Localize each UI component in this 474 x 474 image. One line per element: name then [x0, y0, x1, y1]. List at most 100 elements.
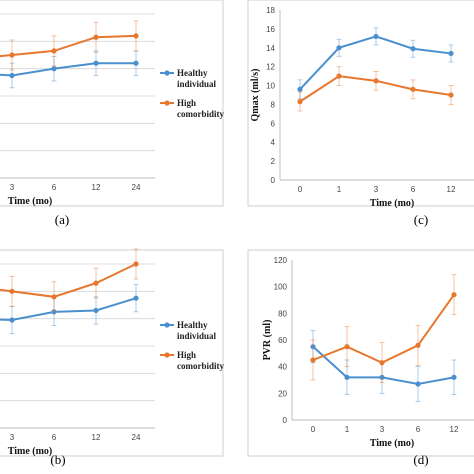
- x-tick-label: 12: [450, 425, 459, 434]
- data-point-high: [336, 73, 342, 79]
- y-axis-title: Qmax (ml/s): [250, 68, 261, 121]
- y-tick-label: 10: [266, 82, 275, 91]
- y-tick-label: 8: [271, 100, 276, 109]
- data-point-high: [451, 292, 457, 298]
- x-tick-label: 6: [411, 185, 416, 194]
- series-line-high: [0, 263, 137, 298]
- x-tick-label: 6: [52, 183, 57, 192]
- panel-c: 0 2 4 6 8 10 12 14 16 18 0 1 3 6 12 Time (mo) Qmax (ml/s…: [247, 0, 474, 227]
- legend-label: High: [177, 350, 196, 360]
- data-point-healthy: [373, 33, 379, 40]
- data-point-high: [9, 288, 15, 294]
- legend-swatch-marker: [164, 352, 170, 358]
- y-tick-label: 12: [266, 63, 275, 72]
- y-tick-label: 120: [274, 256, 288, 265]
- y-tick-label: 4: [271, 138, 276, 147]
- data-point-high: [93, 280, 99, 286]
- y-tick-label: 16: [266, 25, 275, 34]
- data-point-high: [51, 48, 57, 54]
- x-axis-title: Time (mo): [370, 438, 415, 449]
- x-tick-label: 12: [92, 183, 101, 192]
- y-tick-label: 0: [271, 176, 276, 185]
- panel-label: (d): [413, 452, 428, 467]
- legend-label: comorbidity: [177, 361, 224, 371]
- panel-d: 0 20 40 60 80 100 120 0 1 3 6 12 Time (mo) PVR (ml) (d…: [247, 249, 474, 467]
- y-axis-title: PVR (ml): [262, 320, 273, 361]
- panel-border: [0, 0, 224, 207]
- data-point-high: [297, 99, 303, 105]
- data-point-healthy: [415, 381, 421, 387]
- data-point-healthy: [9, 72, 15, 79]
- y-tick-label: 40: [278, 363, 287, 372]
- data-point-high: [133, 33, 139, 39]
- panel-label: (b): [50, 452, 65, 467]
- legend-label: comorbidity: [177, 109, 224, 119]
- y-tick-label: 6: [271, 119, 276, 128]
- series-line-high: [0, 34, 137, 58]
- panel-border: [247, 0, 474, 207]
- y-tick-label: 100: [274, 283, 288, 292]
- y-tick-label: 2: [271, 157, 276, 166]
- data-point-healthy: [451, 374, 457, 380]
- panel-border: [247, 249, 474, 457]
- x-tick-label: 12: [447, 185, 456, 194]
- x-tick-label: 3: [380, 425, 385, 434]
- data-point-high: [379, 360, 385, 366]
- series-line-high: [312, 294, 455, 364]
- x-tick-label: 3: [10, 183, 15, 192]
- data-point-healthy: [336, 45, 342, 51]
- x-tick-label: 0: [298, 185, 303, 194]
- data-point-healthy: [344, 374, 350, 380]
- y-tick-label: 80: [278, 309, 287, 318]
- x-tick-label: 6: [416, 425, 421, 434]
- panel-label: (c): [414, 212, 428, 227]
- legend-label: Healthy: [177, 68, 208, 78]
- legend-swatch-marker: [164, 322, 170, 328]
- legend-swatch-marker: [164, 70, 170, 76]
- data-point-high: [93, 34, 99, 40]
- data-point-healthy: [410, 46, 416, 52]
- y-tick-label: 18: [266, 6, 275, 15]
- data-point-high: [310, 357, 316, 363]
- data-point-healthy: [93, 307, 99, 314]
- data-point-high: [344, 344, 350, 350]
- y-tick-label: 60: [278, 336, 287, 345]
- data-point-high: [51, 294, 57, 300]
- y-tick-label: 0: [283, 416, 288, 425]
- x-tick-label: 3: [374, 185, 379, 194]
- x-tick-label: 1: [345, 425, 350, 434]
- data-point-high: [373, 78, 379, 84]
- x-axis-title: Time (mo): [8, 446, 53, 457]
- legend-label: High: [177, 98, 196, 108]
- x-tick-label: 24: [132, 183, 141, 192]
- x-tick-label: 1: [337, 185, 342, 194]
- x-axis-title: Time (mo): [8, 196, 53, 207]
- data-point-high: [133, 261, 139, 267]
- x-tick-label: 24: [132, 433, 141, 442]
- x-tick-label: 12: [92, 433, 101, 442]
- panel-label: (a): [55, 212, 69, 227]
- data-point-healthy: [448, 50, 454, 57]
- data-point-high: [9, 52, 15, 58]
- legend-label: Healthy: [177, 320, 208, 330]
- data-point-healthy: [93, 60, 99, 66]
- data-point-healthy: [9, 317, 15, 323]
- y-tick-label: 20: [278, 389, 287, 398]
- x-axis-title: Time (mo): [370, 198, 415, 209]
- data-point-high: [415, 342, 421, 348]
- data-point-healthy: [133, 60, 139, 66]
- data-point-healthy: [133, 295, 139, 301]
- y-tick-label: 14: [266, 44, 275, 53]
- legend-swatch-marker: [164, 100, 170, 106]
- panel-border: [0, 249, 224, 457]
- legend-label: individual: [177, 331, 217, 341]
- x-tick-label: 0: [311, 425, 316, 434]
- data-point-healthy: [51, 66, 57, 72]
- series-line-healthy: [0, 297, 137, 322]
